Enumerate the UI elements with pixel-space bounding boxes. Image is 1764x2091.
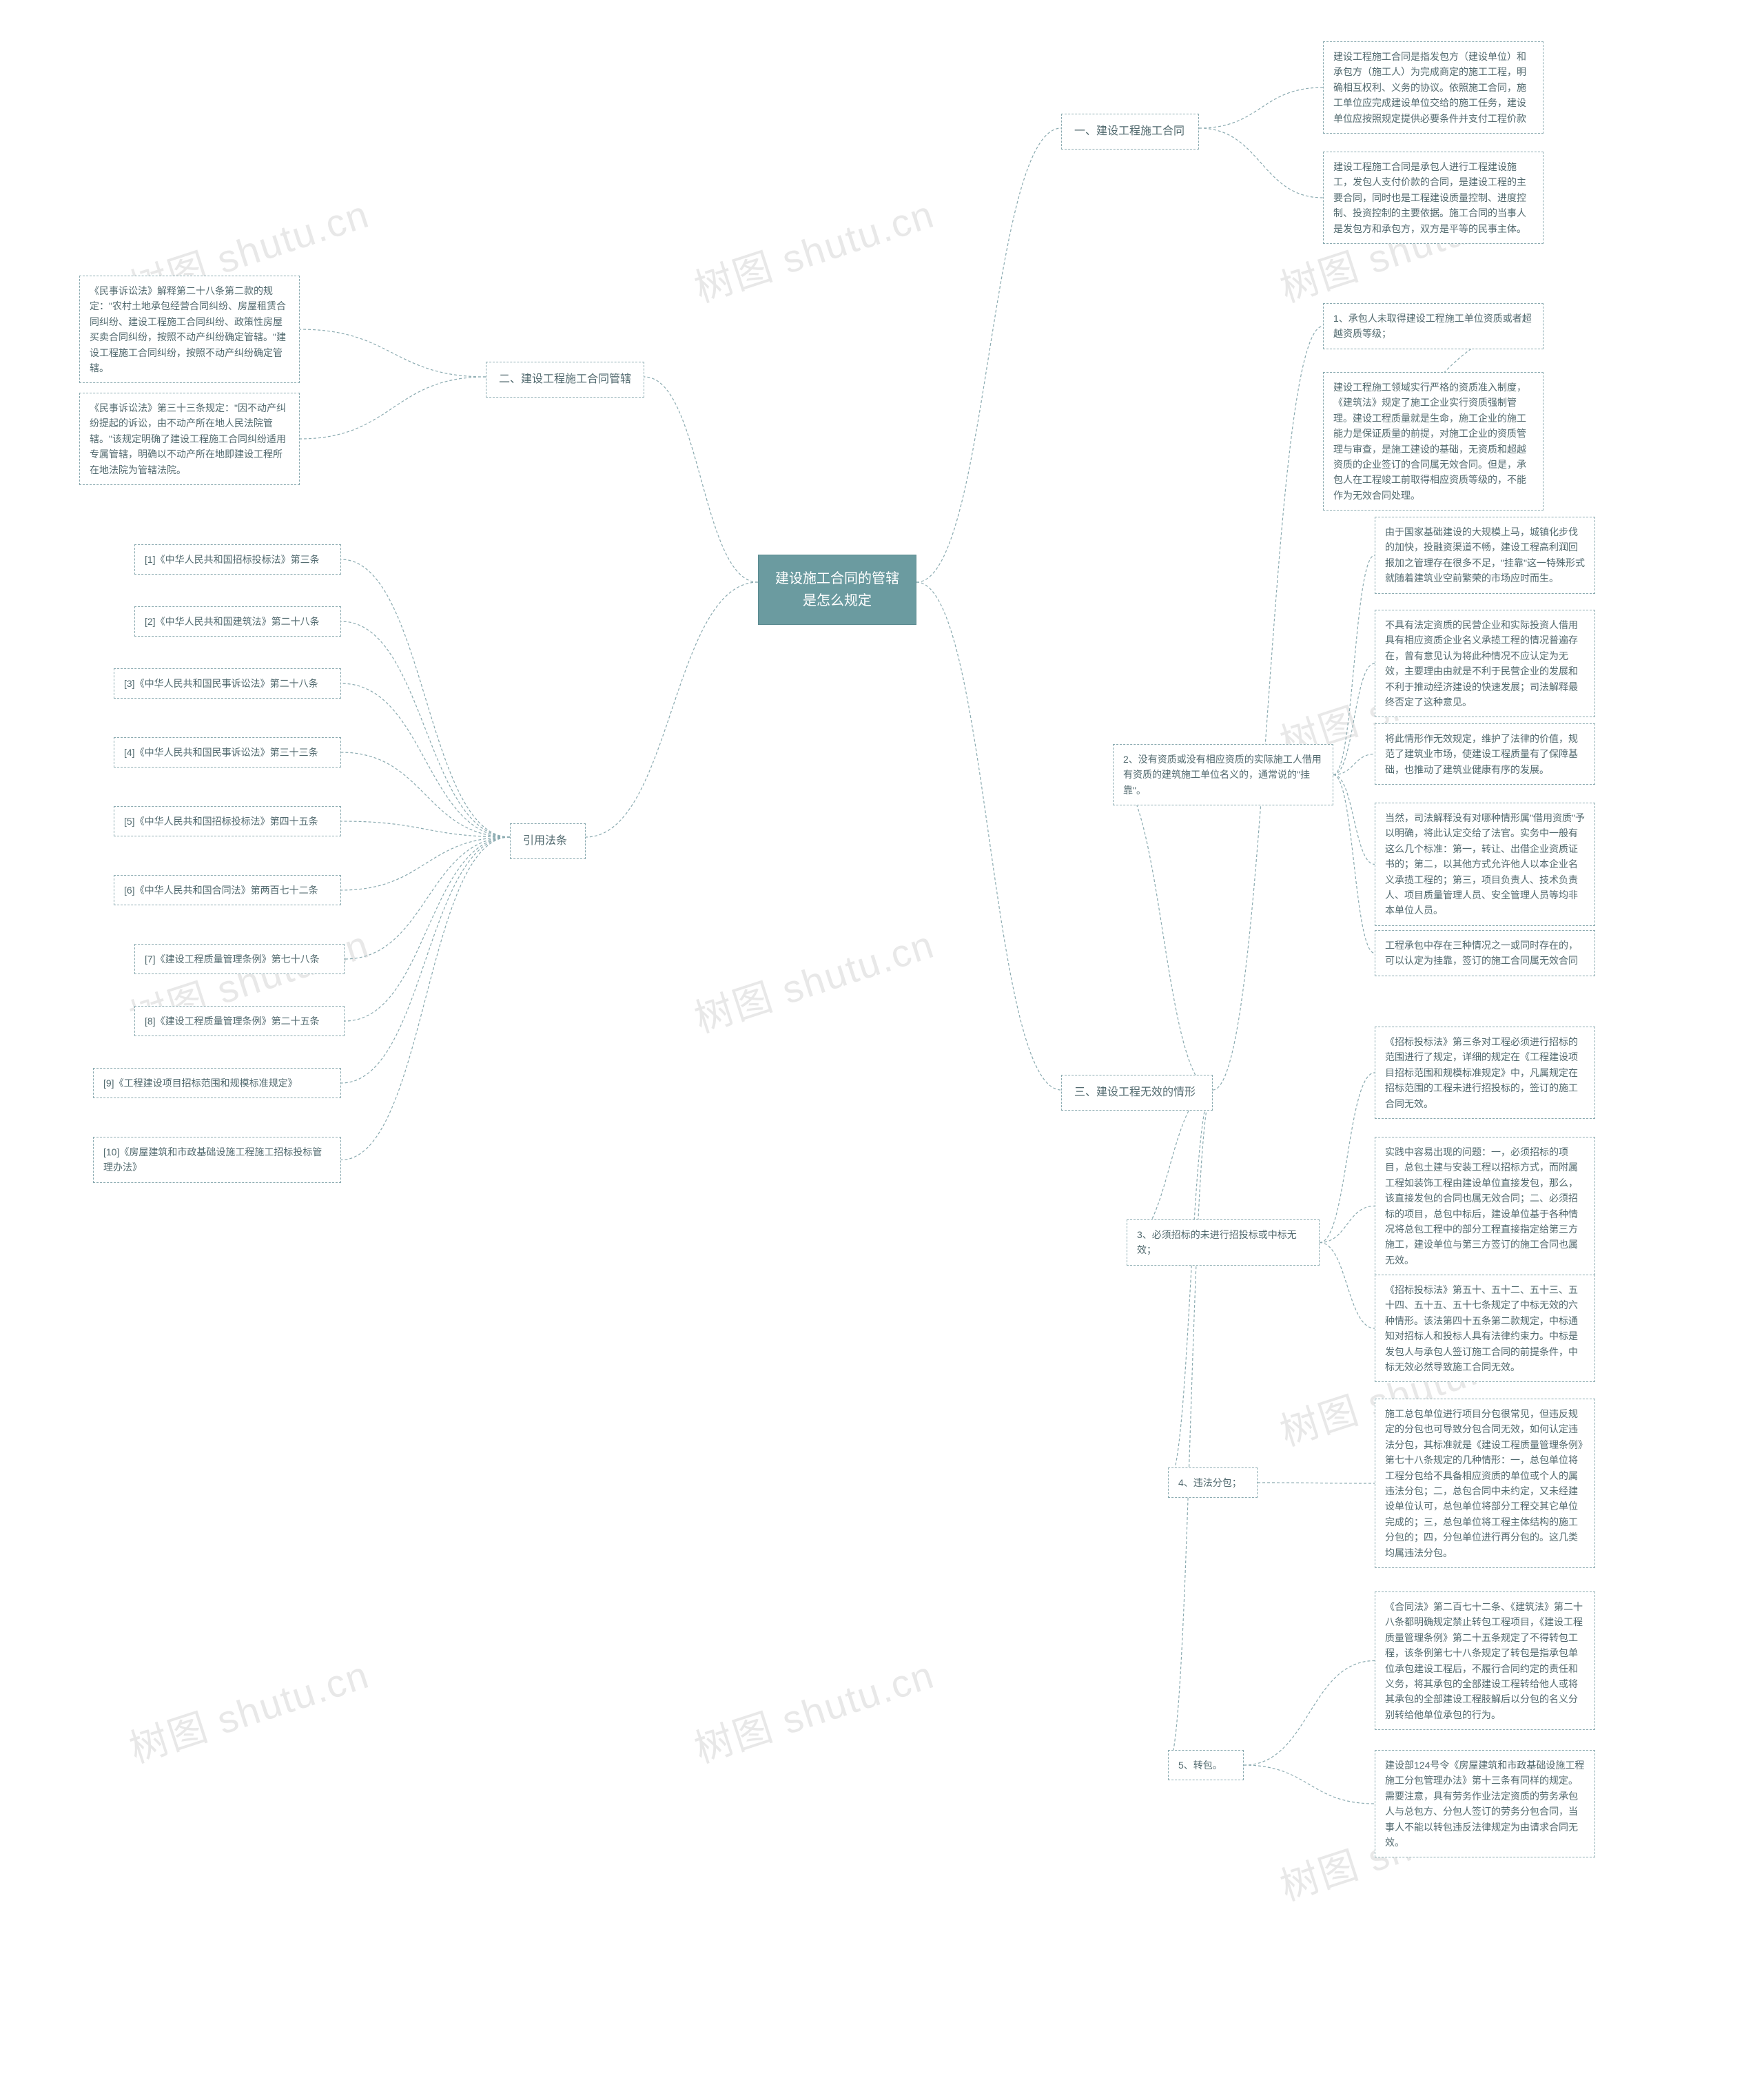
mindmap-node: 工程承包中存在三种情况之一或同时存在的，可以认定为挂靠，签订的施工合同属无效合同 <box>1375 930 1595 976</box>
mindmap-node: [4]《中华人民共和国民事诉讼法》第三十三条 <box>114 737 341 768</box>
mindmap-node: 建设工程施工合同是指发包方（建设单位）和承包方（施工人）为完成商定的施工工程，明… <box>1323 41 1544 134</box>
mindmap-node: 不具有法定资质的民营企业和实际投资人借用具有相应资质企业名义承揽工程的情况普遍存… <box>1375 610 1595 717</box>
mindmap-node: [3]《中华人民共和国民事诉讼法》第二十八条 <box>114 668 341 699</box>
mindmap-node: [7]《建设工程质量管理条例》第七十八条 <box>134 944 345 974</box>
mindmap-node: 建设工程施工领域实行严格的资质准入制度，《建筑法》规定了施工企业实行资质强制管理… <box>1323 372 1544 511</box>
mindmap-node: [5]《中华人民共和国招标投标法》第四十五条 <box>114 806 341 836</box>
mindmap-node: 三、建设工程无效的情形 <box>1061 1075 1213 1111</box>
mindmap-node: 《民事诉讼法》第三十三条规定："因不动产纠纷提起的诉讼，由不动产所在地人民法院管… <box>79 393 300 485</box>
mindmap-node: 实践中容易出现的问题：一，必须招标的项目，总包土建与安装工程以招标方式，而附属工… <box>1375 1137 1595 1275</box>
mindmap-node: 将此情形作无效规定，维护了法律的价值，规范了建筑业市场，使建设工程质量有了保障基… <box>1375 723 1595 785</box>
watermark: 树图 shutu.cn <box>121 1644 376 1774</box>
mindmap-node: 由于国家基础建设的大规模上马，城镇化步伐的加快，投融资渠道不畅，建设工程高利润回… <box>1375 517 1595 594</box>
mindmap-node: 二、建设工程施工合同管辖 <box>486 362 644 398</box>
mindmap-node: [9]《工程建设项目招标范围和规模标准规定》 <box>93 1068 341 1098</box>
mindmap-node: 当然，司法解释没有对哪种情形属"借用资质"予以明确，将此认定交给了法官。实务中一… <box>1375 803 1595 926</box>
mindmap-node: [6]《中华人民共和国合同法》第两百七十二条 <box>114 875 341 905</box>
mindmap-node: 《合同法》第二百七十二条、《建筑法》第二十八条都明确规定禁止转包工程项目，《建设… <box>1375 1592 1595 1730</box>
mindmap-node: [10]《房屋建筑和市政基础设施工程施工招标投标管理办法》 <box>93 1137 341 1183</box>
mindmap-node: 5、转包。 <box>1168 1750 1244 1780</box>
mindmap-node: [2]《中华人民共和国建筑法》第二十八条 <box>134 606 341 637</box>
mindmap-node: 施工总包单位进行项目分包很常见，但违反规定的分包也可导致分包合同无效，如何认定违… <box>1375 1399 1595 1568</box>
mindmap-node: 《招标投标法》第三条对工程必须进行招标的范围进行了规定，详细的规定在《工程建设项… <box>1375 1027 1595 1119</box>
watermark: 树图 shutu.cn <box>686 914 941 1044</box>
mindmap-node: 建设部124号令《房屋建筑和市政基础设施工程施工分包管理办法》第十三条有同样的规… <box>1375 1750 1595 1857</box>
mindmap-node: 《民事诉讼法》解释第二十八条第二款的规定："农村土地承包经营合同纠纷、房屋租赁合… <box>79 276 300 383</box>
mindmap-node: [1]《中华人民共和国招标投标法》第三条 <box>134 544 341 575</box>
mindmap-node: 建设工程施工合同是承包人进行工程建设施工，发包人支付价款的合同，是建设工程的主要… <box>1323 152 1544 244</box>
mindmap-node: 1、承包人未取得建设工程施工单位资质或者超越资质等级； <box>1323 303 1544 349</box>
mindmap-node: 3、必须招标的未进行招投标或中标无效； <box>1127 1219 1320 1266</box>
mindmap-node: 建设施工合同的管辖是怎么规定 <box>758 555 916 625</box>
watermark: 树图 shutu.cn <box>686 183 941 313</box>
mindmap-node: 一、建设工程施工合同 <box>1061 114 1199 150</box>
mindmap-node: 2、没有资质或没有相应资质的实际施工人借用有资质的建筑施工单位名义的，通常说的"… <box>1113 744 1333 805</box>
mindmap-node: 《招标投标法》第五十、五十二、五十三、五十四、五十五、五十七条规定了中标无效的六… <box>1375 1275 1595 1382</box>
mindmap-node: 引用法条 <box>510 823 586 859</box>
watermark: 树图 shutu.cn <box>686 1644 941 1774</box>
mindmap-node: 4、违法分包； <box>1168 1467 1258 1498</box>
mindmap-node: [8]《建设工程质量管理条例》第二十五条 <box>134 1006 345 1036</box>
